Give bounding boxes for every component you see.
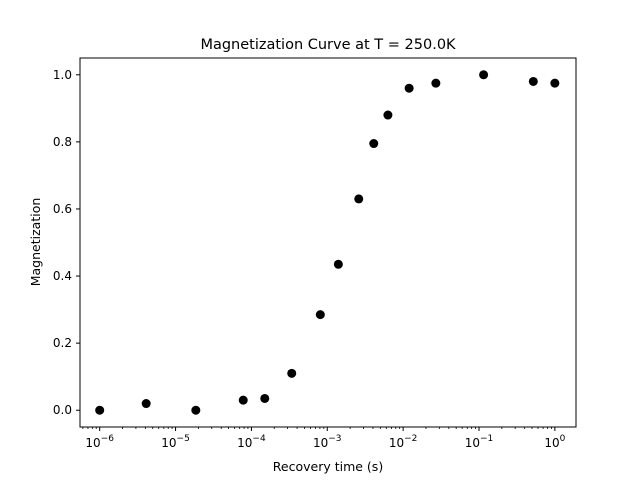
x-tick-label: 10−6: [85, 434, 114, 450]
data-point: [191, 405, 201, 415]
data-point: [315, 310, 325, 320]
scatter-points: [95, 70, 560, 415]
data-point: [238, 395, 248, 405]
data-point: [383, 110, 393, 120]
x-tick-label: 10−5: [161, 434, 190, 450]
data-point: [260, 393, 270, 403]
x-axis: 10−6 10−5 10−4 10−3 10−2 10−1 100: [82, 427, 566, 450]
y-tick-label: 0.2: [53, 336, 72, 350]
data-point: [479, 70, 489, 80]
data-point: [404, 83, 414, 93]
data-point: [369, 139, 379, 149]
data-point: [95, 405, 105, 415]
data-point: [550, 78, 560, 88]
data-point: [333, 259, 343, 269]
y-tick-label: 0.4: [53, 269, 72, 283]
y-tick-label: 0.6: [53, 202, 72, 216]
y-axis-label: Magnetization: [28, 198, 43, 287]
x-tick-label: 10−1: [465, 434, 494, 450]
x-tick-label: 10−4: [237, 434, 266, 450]
y-tick-label: 0.0: [53, 403, 72, 417]
y-tick-label: 0.8: [53, 135, 72, 149]
data-point: [431, 78, 441, 88]
chart-title: Magnetization Curve at T = 250.0K: [200, 37, 456, 53]
y-axis: 0.0 0.2 0.4 0.6 0.8 1.0: [53, 68, 80, 417]
data-point: [528, 76, 538, 86]
x-tick-label: 10−3: [313, 434, 342, 450]
y-tick-label: 1.0: [53, 68, 72, 82]
x-axis-label: Recovery time (s): [273, 459, 383, 474]
x-tick-label: 10−2: [389, 434, 418, 450]
data-point: [354, 194, 364, 204]
x-tick-label: 100: [544, 434, 565, 450]
plot-frame: [79, 57, 577, 428]
data-point: [287, 368, 297, 378]
data-point: [141, 399, 151, 409]
